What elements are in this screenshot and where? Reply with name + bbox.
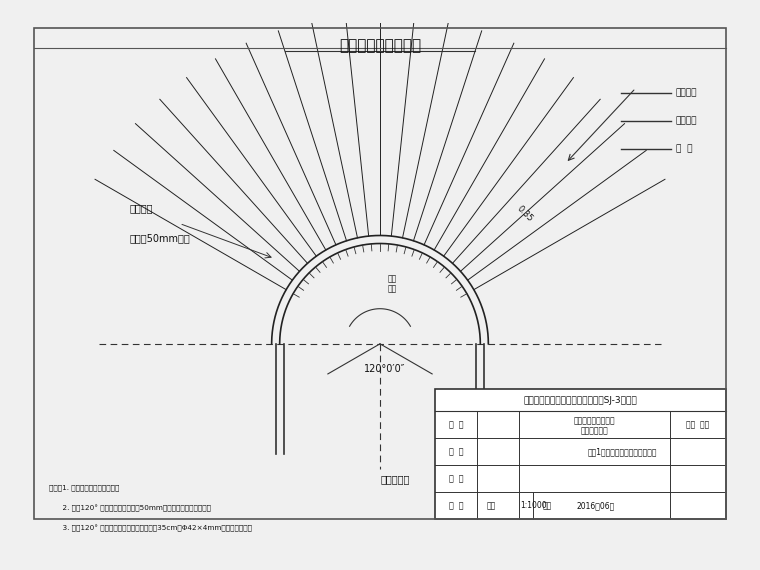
Text: 2. 拱部120° 范围内工字钢割直径50mm圆孔，便于钢花管穿入。: 2. 拱部120° 范围内工字钢割直径50mm圆孔，便于钢花管穿入。 — [49, 504, 211, 512]
Text: 王溪至临沂高速公路: 王溪至临沂高速公路 — [574, 416, 616, 425]
Text: 中国铁建中铁十八局集团玉临高速SJ-3项目部: 中国铁建中铁十八局集团玉临高速SJ-3项目部 — [524, 396, 638, 405]
Text: 120°0′0″: 120°0′0″ — [364, 364, 406, 374]
Text: 测  量: 测 量 — [449, 420, 464, 429]
Bar — [435, 389, 726, 519]
Text: 比例: 比例 — [486, 502, 496, 510]
Text: 超前支护: 超前支护 — [129, 203, 153, 213]
Text: 说明：1. 本图标注尺寸均已米计。: 说明：1. 本图标注尺寸均已米计。 — [49, 484, 119, 491]
Text: 钢  架: 钢 架 — [676, 145, 692, 154]
Text: 1:1000: 1:1000 — [520, 502, 546, 510]
Text: 喷混凝土: 喷混凝土 — [676, 117, 698, 125]
Text: 进场道路工程: 进场道路工程 — [581, 426, 609, 435]
Text: 超前支护: 超前支护 — [676, 88, 698, 97]
Text: 支洞超前支护设计图: 支洞超前支护设计图 — [339, 38, 421, 53]
Text: 2016年06月: 2016年06月 — [577, 502, 615, 510]
Text: 割直径50mm圆孔: 割直径50mm圆孔 — [129, 234, 190, 243]
Text: 日期: 日期 — [543, 502, 553, 510]
Text: 3. 拱部120° 范围内设置超前小导管，间距35cm；Φ42×4mm热轧无缝钢管。: 3. 拱部120° 范围内设置超前小导管，间距35cm；Φ42×4mm热轧无缝钢… — [49, 524, 252, 532]
Text: 钢架
中心: 钢架 中心 — [388, 274, 397, 294]
Text: 文新1号隧道支洞超前支护设计图: 文新1号隧道支洞超前支护设计图 — [588, 447, 657, 456]
Text: 0.35: 0.35 — [515, 203, 535, 223]
Text: 施工  部分: 施工 部分 — [686, 420, 710, 429]
Text: 钢架中心线: 钢架中心线 — [380, 474, 410, 484]
Text: 审  核: 审 核 — [449, 474, 464, 483]
Text: 绘  图: 绘 图 — [449, 447, 464, 456]
Text: 批  准: 批 准 — [449, 502, 464, 510]
